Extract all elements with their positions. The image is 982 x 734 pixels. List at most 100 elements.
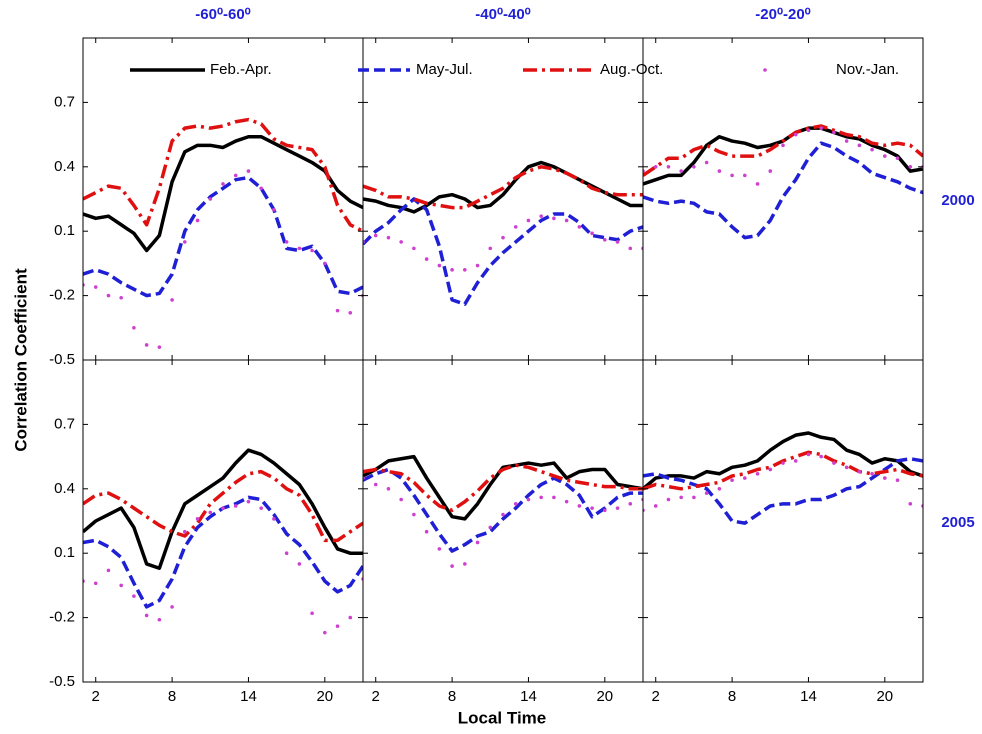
data-point [653, 165, 658, 169]
data-point [564, 499, 569, 504]
y-tick-label: 0.7 [54, 93, 75, 110]
x-tick-label: 8 [728, 688, 736, 705]
y-tick-label: 0.1 [54, 222, 75, 239]
series-line [83, 175, 363, 298]
data-point [488, 525, 493, 530]
data-point [717, 169, 722, 173]
data-point [692, 165, 696, 169]
data-point [819, 454, 823, 459]
series-line [643, 124, 923, 177]
data-point [208, 197, 213, 201]
data-point [195, 517, 200, 521]
x-tick-label: 20 [316, 688, 333, 705]
data-point [221, 182, 225, 186]
data-point [297, 562, 302, 566]
data-point [908, 502, 913, 506]
data-point [412, 512, 416, 517]
panel [83, 448, 363, 635]
data-point [844, 465, 849, 470]
data-point [781, 143, 785, 148]
x-tick-label: 14 [240, 688, 257, 705]
x-tick-label: 14 [520, 688, 537, 705]
data-point [526, 497, 531, 502]
panel [643, 124, 923, 240]
data-point [297, 246, 302, 251]
data-point [272, 207, 276, 212]
series-line [363, 467, 643, 553]
data-point [424, 257, 429, 261]
data-point [883, 476, 887, 480]
series-line [643, 431, 923, 491]
data-point [628, 502, 633, 506]
column-title: -60⁰-60⁰ [195, 6, 250, 23]
data-point [233, 504, 238, 508]
y-tick-label: -0.2 [49, 609, 75, 626]
data-point [806, 128, 811, 133]
x-tick-label: 14 [800, 688, 817, 705]
row-label: 2000 [941, 192, 974, 209]
data-point [233, 173, 238, 178]
data-point [132, 594, 136, 598]
data-point [488, 246, 493, 251]
data-point [679, 495, 683, 500]
panel [83, 117, 363, 349]
data-point [768, 467, 773, 472]
y-tick-label: 0.1 [54, 544, 75, 561]
data-point [755, 471, 760, 476]
data-point [348, 615, 353, 620]
x-tick-label: 8 [168, 688, 176, 705]
legend-marker [763, 68, 767, 72]
data-point [806, 452, 811, 457]
data-point [463, 562, 467, 566]
panel-frame [362, 37, 644, 361]
data-point [513, 225, 518, 229]
panel [363, 160, 643, 306]
data-point [857, 143, 862, 148]
data-point [119, 295, 123, 300]
panel [363, 454, 643, 568]
series-line [83, 469, 363, 543]
panel-frame [642, 359, 924, 683]
data-point [832, 461, 836, 465]
series-line [83, 134, 363, 253]
data-point [552, 216, 556, 221]
data-point [284, 551, 289, 555]
data-point [615, 506, 620, 510]
data-point [857, 469, 862, 474]
panel-frame [642, 37, 924, 361]
x-tick-label: 2 [372, 688, 380, 705]
data-point [653, 504, 658, 508]
data-point [743, 173, 747, 178]
data-point [259, 506, 263, 510]
data-point [730, 173, 734, 178]
series-line [643, 456, 923, 525]
data-point [590, 506, 594, 510]
data-point [908, 165, 913, 169]
data-point [590, 231, 594, 236]
data-point [259, 186, 263, 191]
data-point [170, 298, 174, 302]
data-point [412, 246, 416, 251]
row-label: 2005 [941, 514, 974, 531]
data-point [373, 233, 378, 238]
data-point [501, 512, 505, 517]
data-point [310, 248, 314, 253]
data-point [781, 461, 785, 465]
data-point [768, 169, 773, 173]
data-point [577, 504, 582, 508]
data-point [475, 263, 480, 268]
data-point [93, 581, 98, 586]
data-point [870, 147, 874, 152]
x-tick-label: 2 [92, 688, 100, 705]
data-point [895, 156, 900, 161]
data-point [743, 476, 747, 480]
data-point [692, 495, 696, 500]
series-line [363, 463, 643, 513]
x-tick-label: 20 [596, 688, 613, 705]
panel-frame [82, 37, 364, 361]
data-point [323, 261, 327, 266]
data-point [284, 240, 289, 244]
data-point [132, 326, 136, 330]
legend-label: May-Jul. [416, 61, 473, 78]
